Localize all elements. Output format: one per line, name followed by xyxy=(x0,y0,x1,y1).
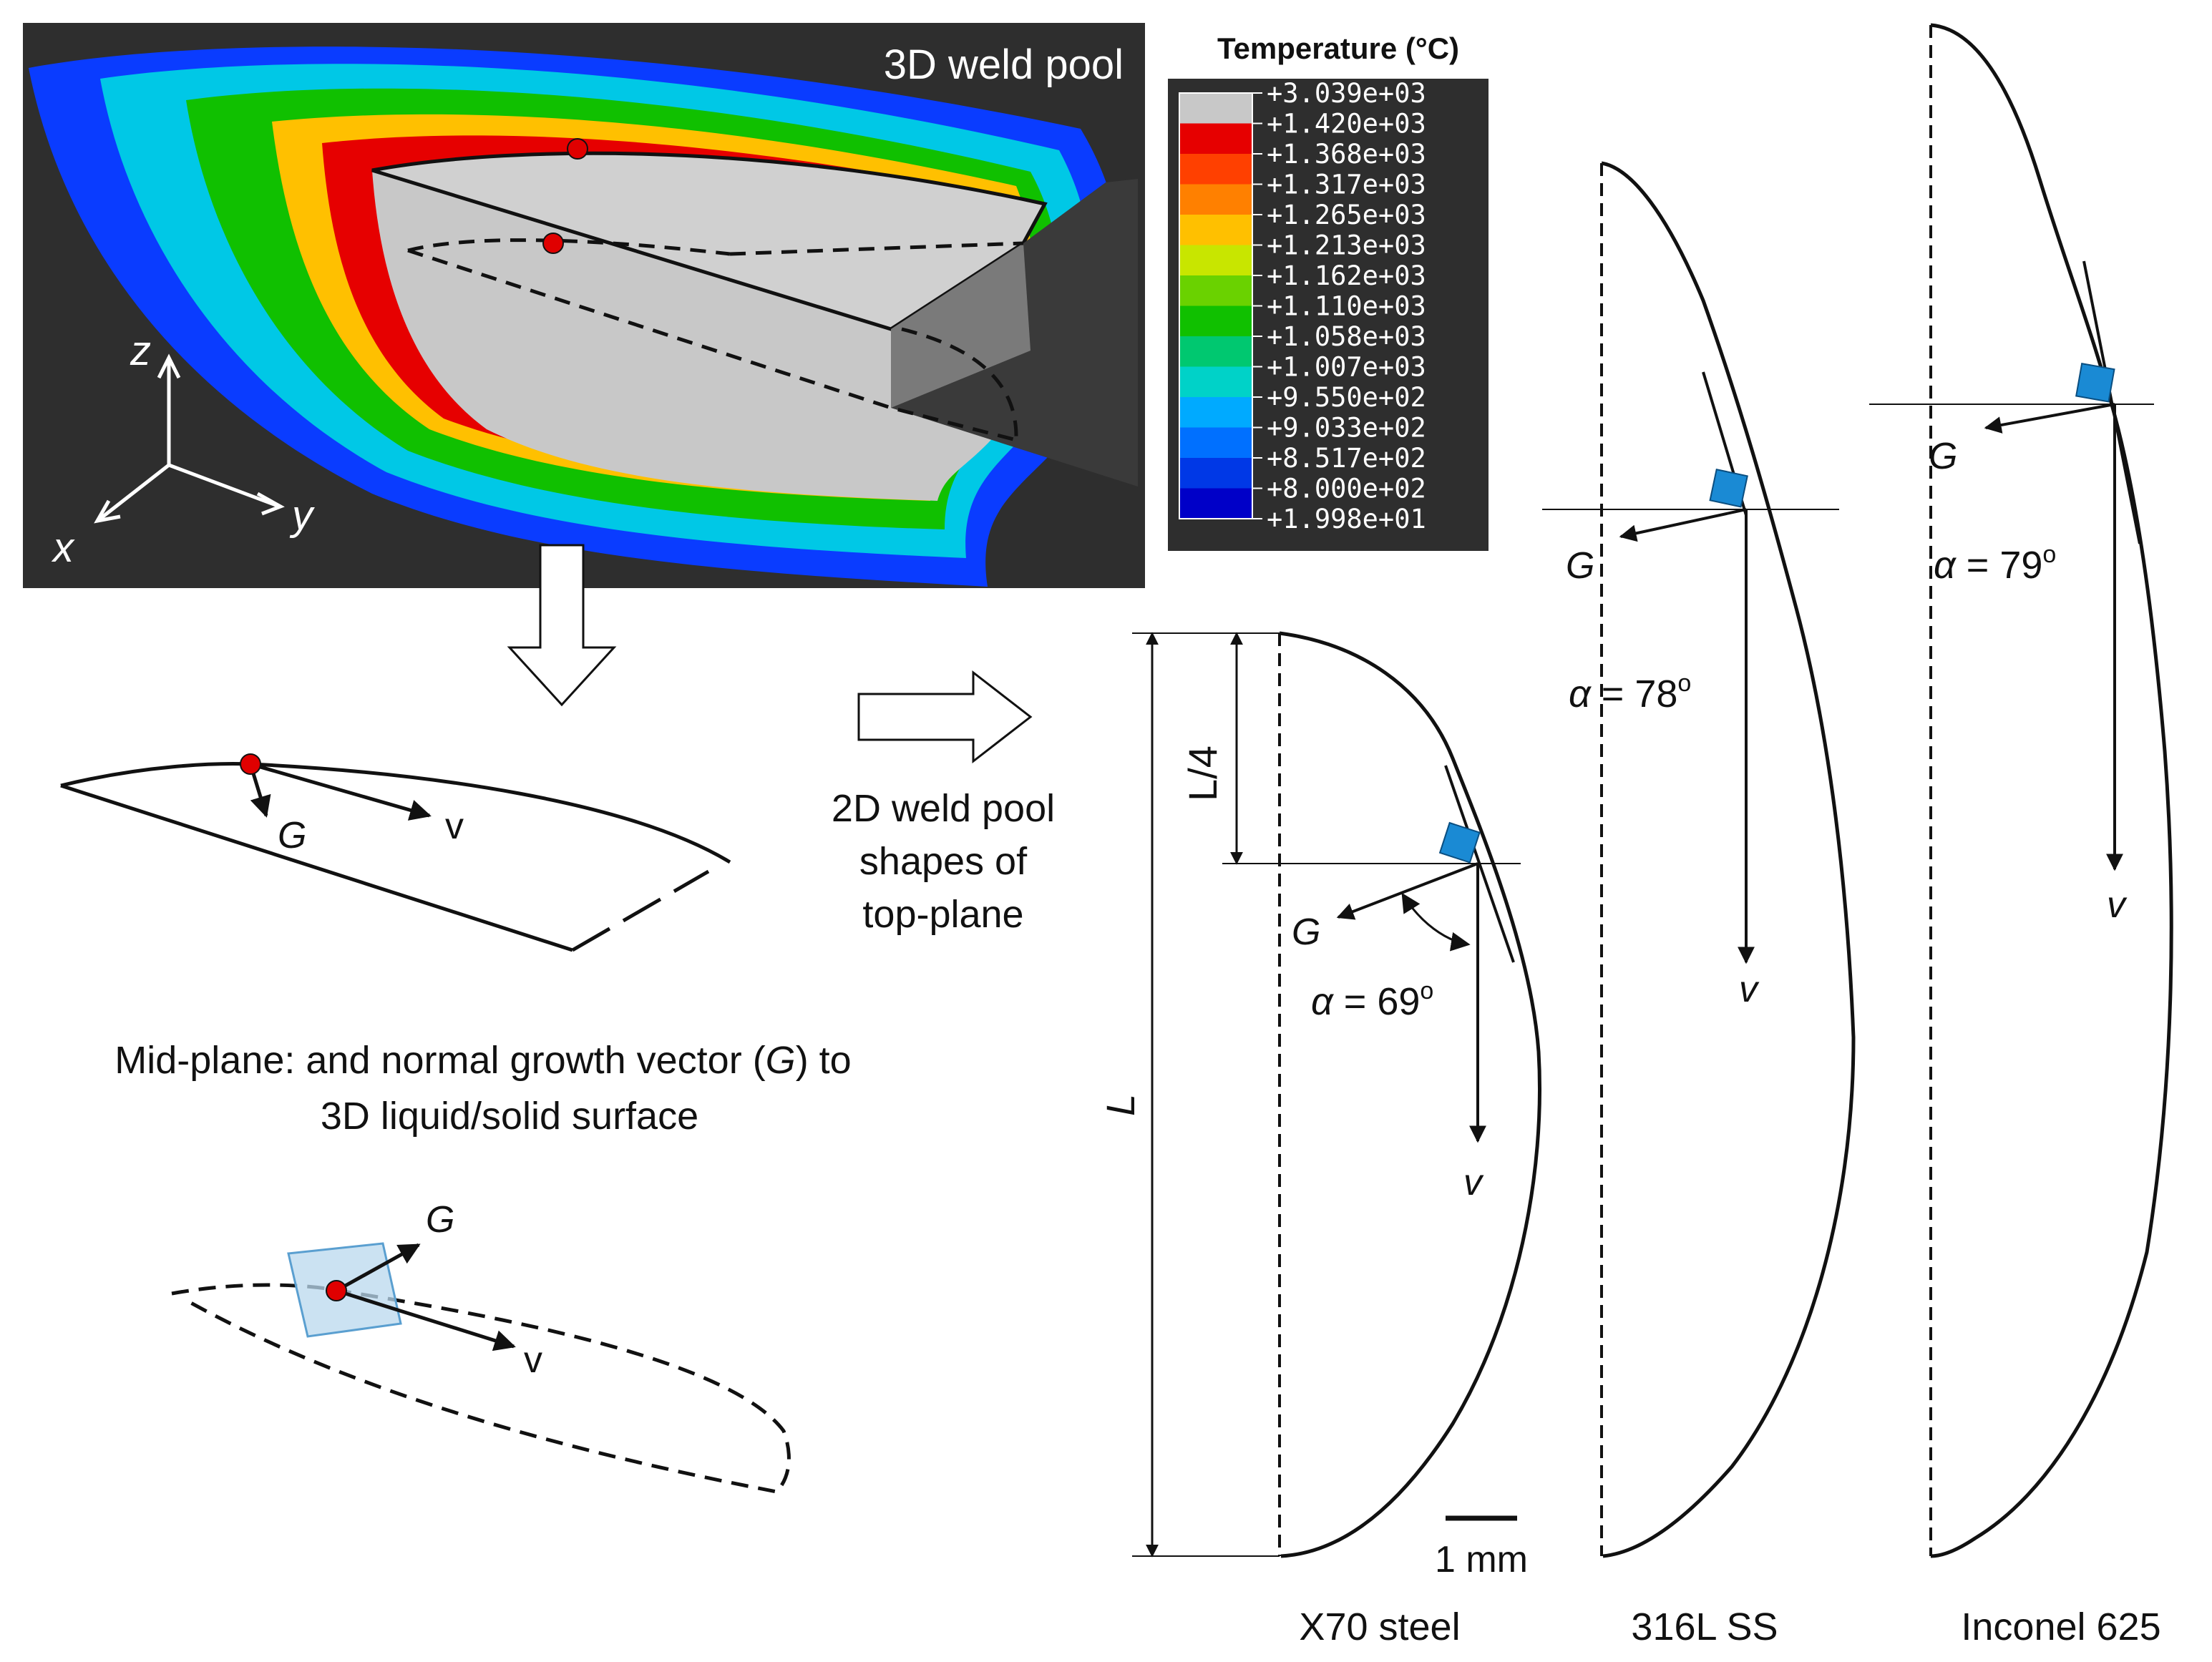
pool-top-surface xyxy=(371,151,1048,331)
mid-plane-caption-line1: Mid-plane: and normal growth vector (G) … xyxy=(115,1039,851,1082)
axis-y-label: y xyxy=(289,492,315,539)
legend-value: +1.368e+03 xyxy=(1267,139,1426,170)
ss316-g-arrow xyxy=(1619,508,1747,542)
ss316-pool-boundary xyxy=(1601,161,1856,1558)
axis-x-label: x xyxy=(51,524,75,571)
legend-swatch xyxy=(1179,93,1252,124)
legend-swatch xyxy=(1179,427,1252,458)
x70-cell-marker xyxy=(1438,821,1481,864)
x70-v-label: v xyxy=(1463,1162,1484,1203)
inconel-pool-boundary xyxy=(1930,23,2173,1558)
inconel-name: Inconel 625 xyxy=(1961,1605,2160,1648)
legend-value: +1.007e+03 xyxy=(1267,352,1426,383)
mid-plane-outline-top xyxy=(60,762,731,864)
x70-alpha-label: α = 69o xyxy=(1311,977,1433,1023)
panel-3d-title: 3D weld pool xyxy=(884,41,1124,88)
arrow-caption-line1: 2D weld pool xyxy=(832,787,1055,830)
legend-value: +1.162e+03 xyxy=(1267,260,1426,291)
surface-red-point xyxy=(326,1280,347,1301)
ss316-pool: G v α = 78o 316L SS xyxy=(1542,161,1856,1648)
legend-value: +1.058e+03 xyxy=(1267,321,1426,352)
ss316-cell-marker xyxy=(1709,469,1748,508)
ss316-name: 316L SS xyxy=(1631,1605,1778,1648)
ss316-v-label: v xyxy=(1739,969,1760,1010)
legend-value: +1.998e+01 xyxy=(1267,504,1426,534)
legend-swatch xyxy=(1179,488,1252,519)
mid-plane-point xyxy=(542,233,564,254)
mid-plane-dashed-top xyxy=(729,241,1024,256)
legend-swatch xyxy=(1179,336,1252,367)
mid-plane-dashed-base xyxy=(407,248,1017,442)
legend-value: +3.039e+03 xyxy=(1267,78,1426,109)
legend-swatch xyxy=(1179,305,1252,336)
legend-swatch xyxy=(1179,275,1252,306)
legend-swatch xyxy=(1179,123,1252,154)
mid-plane-caption-line2: 3D liquid/solid surface xyxy=(321,1095,698,1138)
legend-value: +1.265e+03 xyxy=(1267,200,1426,230)
x70-L-label: L xyxy=(1098,1094,1143,1116)
legend-swatch xyxy=(1179,154,1252,185)
mid-plane-dashed-edge xyxy=(407,238,731,256)
ss316-alpha-label: α = 78o xyxy=(1569,670,1691,715)
legend-swatches xyxy=(1179,92,1253,519)
legend-swatch xyxy=(1179,458,1252,489)
mid-plane-v-arrow xyxy=(250,762,432,821)
legend-value: +1.317e+03 xyxy=(1267,170,1426,200)
x70-name: X70 steel xyxy=(1299,1605,1460,1648)
mid-plane-v-label: v xyxy=(445,806,464,847)
legend-swatch xyxy=(1179,397,1252,428)
surface-detail-sketch: G v xyxy=(171,1199,791,1494)
inconel-g-label: G xyxy=(1929,436,1957,477)
legend-value: +1.110e+03 xyxy=(1267,291,1426,322)
surface-v-label: v xyxy=(524,1339,542,1381)
surface-g-arrow xyxy=(335,1243,421,1293)
legend-swatch xyxy=(1179,215,1252,245)
x70-g-label: G xyxy=(1292,911,1320,953)
mid-plane-red-point xyxy=(240,753,261,775)
mid-plane-dashed-tail xyxy=(901,327,1018,437)
arrow-caption-line2: shapes of xyxy=(859,840,1028,883)
inconel-pool: G v α = 79o Inconel 625 xyxy=(1869,23,2173,1648)
mid-plane-sketch: G v Mid-plane: and normal growth vector … xyxy=(60,753,852,1138)
down-arrow xyxy=(507,544,617,707)
top-surface-point xyxy=(567,138,588,160)
right-arrow xyxy=(857,670,1033,764)
legend-value: +8.000e+02 xyxy=(1267,474,1426,504)
axis-z-label: z xyxy=(130,328,151,374)
surface-dashed-outline xyxy=(171,1283,791,1494)
mid-plane-outline-dashed xyxy=(571,869,710,952)
mid-plane-g-label: G xyxy=(278,815,306,856)
legend-value: +8.517e+02 xyxy=(1267,443,1426,474)
legend-swatch xyxy=(1179,184,1252,215)
arrow-caption-line3: top-plane xyxy=(862,893,1023,936)
surface-v-arrow xyxy=(336,1289,516,1351)
inconel-tangent-line xyxy=(2082,260,2141,544)
scale-bar-label: 1 mm xyxy=(1435,1539,1528,1580)
surface-g-label: G xyxy=(426,1199,454,1241)
mid-plane-outline-base xyxy=(60,783,573,952)
legend-value: +9.550e+02 xyxy=(1267,382,1426,413)
x70-pool-boundary xyxy=(1279,631,1541,1558)
legend-value: +1.420e+03 xyxy=(1267,109,1426,140)
temperature-legend: Temperature (°C) +3.039e+03+1.420e+03+1.… xyxy=(1168,31,1489,551)
legend-value: +9.033e+02 xyxy=(1267,413,1426,444)
panel-3d-weld-pool: 3D weld pool z y x xyxy=(23,23,1145,588)
x70-g-arrow xyxy=(1336,862,1478,920)
ss316-g-label: G xyxy=(1566,545,1594,587)
inconel-alpha-label: α = 79o xyxy=(1934,541,2056,587)
inconel-g-arrow xyxy=(1984,403,2115,434)
legend-title: Temperature (°C) xyxy=(1217,31,1459,65)
legend-swatch xyxy=(1179,366,1252,397)
legend-values: +3.039e+03+1.420e+03+1.368e+03+1.317e+03… xyxy=(1252,78,1426,534)
coordinate-axes xyxy=(94,353,285,524)
x70-angle-arc xyxy=(1401,892,1471,952)
inconel-cell-marker xyxy=(2075,363,2115,403)
legend-swatch xyxy=(1179,245,1252,275)
x70-steel-pool: L L/4 G v α = 69o 1 mm X70 steel xyxy=(1098,631,1541,1648)
x70-L4-label: L/4 xyxy=(1180,746,1225,801)
pool-section-face xyxy=(891,243,1031,408)
legend-value: +1.213e+03 xyxy=(1267,230,1426,261)
inconel-v-label: v xyxy=(2107,884,2128,926)
